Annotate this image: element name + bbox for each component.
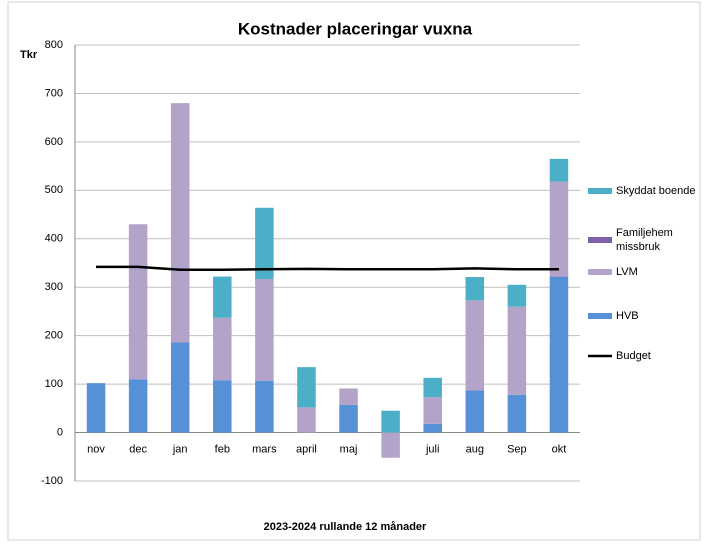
legend-label: LVM: [616, 266, 638, 278]
bar-segment: [465, 390, 485, 433]
bar-segment: [255, 207, 274, 279]
bar-segment: [507, 394, 527, 433]
x-tick-label: mars: [252, 443, 277, 455]
bar-segment: [255, 380, 274, 433]
x-tick-label: maj: [340, 443, 358, 455]
x-tick-label: april: [296, 443, 317, 455]
bar-segment: [213, 276, 232, 318]
bar-segment: [549, 158, 569, 182]
x-tick-label: feb: [215, 443, 230, 455]
x-tick-label: dec: [129, 443, 147, 455]
bar-segment: [465, 277, 485, 301]
chart-border: [7, 1, 701, 541]
y-tick-label: 500: [45, 184, 63, 196]
bar-segment: [213, 317, 232, 381]
legend-label: HVB: [616, 310, 639, 322]
x-tick-label: Sep: [507, 443, 527, 455]
x-tick-label: nov: [87, 443, 105, 455]
bar-segment: [170, 103, 190, 343]
bar-segment: [297, 407, 316, 433]
bar-segment: [507, 306, 527, 395]
x-tick-label: okt: [552, 443, 567, 455]
y-tick-label: 200: [45, 330, 63, 342]
bar-segment: [507, 284, 527, 307]
bar-segment: [255, 278, 274, 381]
bar-segment: [339, 404, 358, 433]
y-axis-label: Tkr: [20, 49, 38, 61]
budget-line: [96, 265, 559, 272]
bar-segment: [170, 342, 190, 433]
bar-segment: [128, 224, 148, 380]
x-tick-label: aug: [466, 443, 484, 455]
y-tick-label: 0: [57, 426, 63, 438]
x-tick-label: jan: [172, 443, 188, 455]
bar-segment: [465, 300, 485, 391]
bar-segment: [339, 388, 358, 405]
bar-segment: [549, 276, 569, 433]
legend-label: Familjehem missbruk: [616, 227, 673, 253]
bar-segment: [381, 410, 400, 433]
bar-segment: [297, 367, 316, 408]
y-tick-label: 600: [45, 136, 63, 148]
legend-swatch: [588, 188, 612, 194]
bar-segment: [213, 380, 232, 433]
y-tick-label: 400: [45, 233, 63, 245]
bar-segment: [423, 397, 442, 424]
legend-label: Budget: [616, 350, 651, 362]
chart-title: Kostnader placeringar vuxna: [238, 19, 473, 38]
y-tick-label: 100: [45, 378, 63, 390]
bar-segment: [423, 423, 442, 433]
legend-label: Skyddat boende: [616, 185, 696, 197]
y-tick-label: 700: [45, 87, 63, 99]
bar-segment: [86, 383, 106, 433]
x-tick-label: juli: [425, 443, 439, 455]
x-axis-label: 2023-2024 rullande 12 månader: [264, 521, 427, 533]
legend-swatch: [588, 237, 612, 243]
bar-segment: [549, 181, 569, 277]
y-tick-label: 300: [45, 281, 63, 293]
y-tick-label: -100: [41, 475, 63, 487]
y-tick-label: 800: [45, 39, 63, 51]
bar-segment: [381, 432, 400, 458]
bar-segment: [128, 379, 148, 433]
bar-segment: [423, 377, 442, 398]
legend-swatch: [588, 269, 612, 275]
legend-swatch: [588, 313, 612, 319]
